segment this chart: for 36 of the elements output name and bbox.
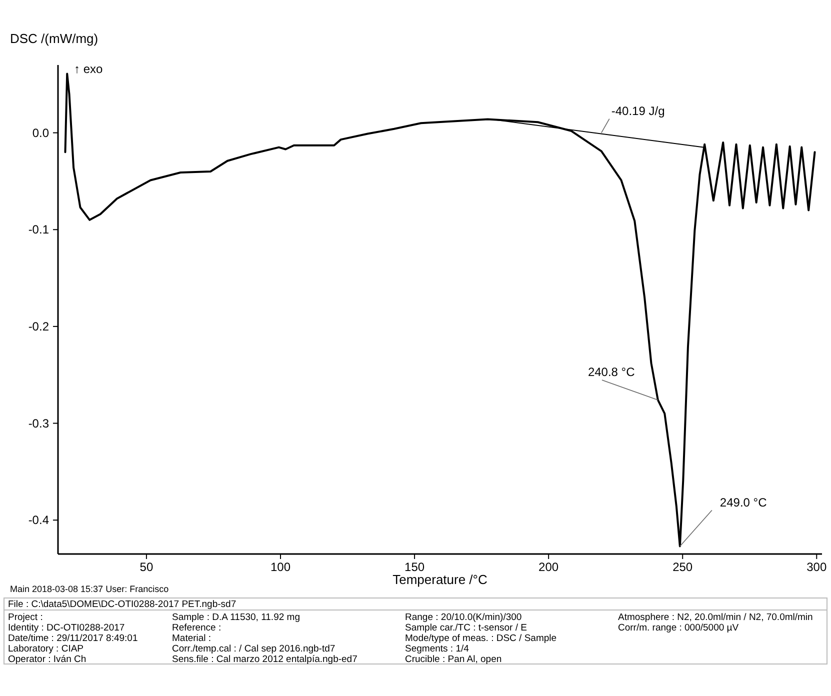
text: Main 2018-03-08 15:37 User: Francisco — [10, 584, 169, 594]
text: Operator : Iván Ch — [8, 654, 86, 665]
y-tick-label: -0.1 — [28, 222, 50, 237]
y-axis-title: DSC /(mW/mg) — [10, 31, 98, 46]
y-tick-label: 0.0 — [32, 126, 50, 140]
y-tick-label: -0.4 — [28, 513, 50, 528]
text: Sens.file : Cal marzo 2012 entalpía.ngb-ed7 — [172, 654, 358, 665]
text: Date/time : 29/11/2017 8:49:01 — [8, 633, 138, 644]
text: Identity : DC-OTI0288-2017 — [8, 622, 125, 634]
text: Corr./temp.cal : / Cal sep 2016.ngb-td7 — [172, 644, 336, 654]
annotation: 240.8 °C — [588, 365, 636, 380]
x-tick-label: 150 — [404, 560, 425, 574]
text: Crucible : Pan Al, open — [405, 654, 502, 665]
text: Laboratory : CIAP — [8, 644, 84, 654]
text: Atmosphere : N2, 20.0ml/min / N2, 70.0ml/min — [618, 612, 813, 623]
x-axis-title: Temperature /°C — [392, 572, 488, 587]
x-tick-label: 200 — [538, 560, 559, 574]
text: Project : — [8, 612, 43, 623]
text: Material : — [172, 633, 212, 644]
text: Sample car./TC : t-sensor / E — [405, 622, 527, 634]
y-tick-label: -0.3 — [28, 416, 50, 430]
x-tick-label: 50 — [140, 560, 154, 574]
text: Sample : D.A 11530, 11.92 mg — [172, 612, 300, 623]
annotation: 249.0 °C — [720, 495, 768, 510]
x-tick-label: 250 — [672, 560, 693, 574]
annotation: ↑ exo — [74, 62, 104, 76]
text: Range : 20/10.0(K/min)/300 — [405, 612, 522, 623]
annotation: -40.19 J/g — [611, 104, 665, 118]
y-tick-label: -0.2 — [28, 319, 50, 334]
x-tick-label: 100 — [270, 560, 291, 574]
text: File : C:\data5\DOME\DC-OTI0288-2017 PET.ngb-sd7 — [8, 599, 236, 610]
x-tick-label: 300 — [806, 560, 827, 574]
text: Reference : — [172, 622, 222, 634]
text: Mode/type of meas. : DSC / Sample — [405, 633, 557, 644]
text: Segments : 1/4 — [405, 644, 469, 654]
text: Corr/m. range : 000/5000 µV — [618, 622, 740, 634]
